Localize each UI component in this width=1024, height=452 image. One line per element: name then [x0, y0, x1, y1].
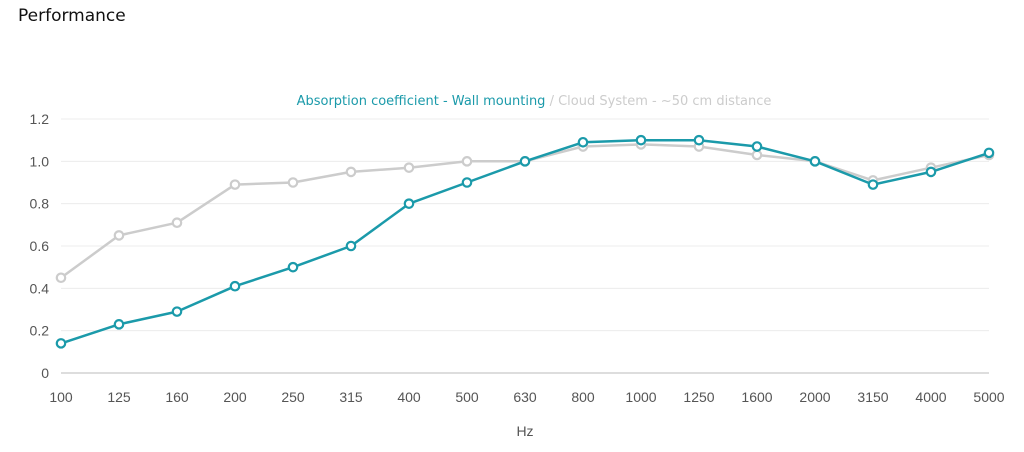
x-tick-label: 1000: [625, 389, 656, 405]
legend-series-2[interactable]: Cloud System - ~50 cm distance: [558, 94, 771, 109]
data-point[interactable]: [461, 177, 473, 188]
x-tick-label: 315: [339, 389, 363, 405]
data-point[interactable]: [403, 198, 415, 209]
series-line: [60, 138, 990, 345]
data-point[interactable]: [287, 177, 299, 188]
series-1: [55, 134, 995, 349]
data-point[interactable]: [983, 147, 995, 159]
data-point[interactable]: [345, 166, 357, 178]
y-tick-label: 0.8: [30, 196, 50, 212]
data-point[interactable]: [867, 179, 879, 190]
x-tick-label: 125: [107, 389, 131, 405]
x-tick-label: 3150: [857, 389, 888, 405]
data-point[interactable]: [55, 272, 67, 284]
y-tick-label: 0: [41, 365, 49, 381]
x-tick-label: 2000: [799, 389, 830, 405]
data-point[interactable]: [751, 149, 763, 161]
grid: [61, 118, 989, 332]
x-tick-label: 160: [165, 389, 189, 405]
data-point[interactable]: [461, 156, 473, 167]
x-axis-label: Hz: [516, 423, 533, 439]
data-point[interactable]: [809, 156, 821, 167]
data-point[interactable]: [635, 134, 647, 146]
data-point[interactable]: [229, 179, 241, 190]
data-point[interactable]: [693, 134, 705, 146]
legend-series-1[interactable]: Absorption coefficient - Wall mounting: [297, 94, 546, 109]
data-point[interactable]: [751, 141, 763, 152]
data-point[interactable]: [925, 166, 937, 178]
x-tick-label: 1250: [683, 389, 714, 405]
data-point[interactable]: [229, 280, 241, 292]
legend-separator: /: [545, 94, 558, 109]
data-point[interactable]: [287, 261, 299, 273]
data-point[interactable]: [519, 156, 531, 167]
axes: 0 0.2 0.4 0.6 0.8 1.0 1.2 100 125 160 200 250 315 400…: [30, 111, 1005, 405]
data-point[interactable]: [113, 230, 125, 241]
data-point[interactable]: [55, 338, 67, 349]
data-point[interactable]: [113, 319, 125, 330]
y-tick-label: 1.0: [30, 153, 50, 169]
chart-legend[interactable]: Absorption coefficient - Wall mounting /…: [297, 94, 772, 109]
y-tick-label: 0.4: [30, 280, 50, 296]
x-tick-label: 200: [223, 389, 247, 405]
page-heading: Performance: [18, 6, 126, 26]
y-tick-label: 0.6: [30, 238, 50, 254]
data-point[interactable]: [171, 306, 183, 317]
series-layer: [55, 134, 995, 349]
y-tick-label: 0.2: [30, 323, 50, 339]
data-point[interactable]: [171, 217, 183, 229]
x-tick-label: 100: [49, 389, 73, 405]
x-tick-label: 630: [513, 389, 537, 405]
y-tick-label: 1.2: [30, 111, 50, 127]
x-tick-label: 4000: [915, 389, 946, 405]
x-tick-label: 400: [397, 389, 421, 405]
x-tick-label: 5000: [973, 389, 1004, 405]
x-tick-label: 800: [571, 389, 595, 405]
data-point[interactable]: [403, 162, 415, 173]
x-tick-label: 1600: [741, 389, 772, 405]
x-tick-label: 500: [455, 389, 479, 405]
data-point[interactable]: [345, 240, 357, 252]
x-tick-label: 250: [281, 389, 305, 405]
data-point[interactable]: [577, 136, 589, 148]
